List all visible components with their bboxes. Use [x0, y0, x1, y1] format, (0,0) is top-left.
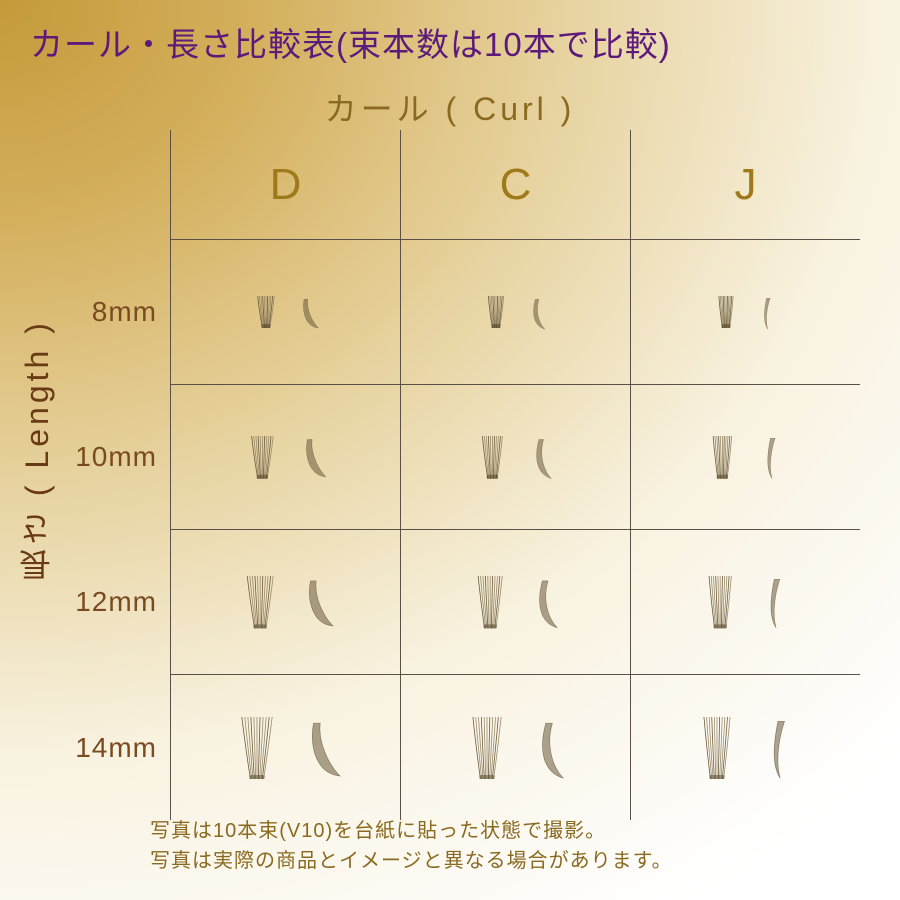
- column-header-row: DCJ: [171, 130, 860, 240]
- table-row: 12mm: [171, 530, 860, 675]
- row-label-8mm: 8mm: [53, 240, 163, 384]
- lash-sample-icon: [692, 574, 800, 630]
- lash-sample-icon: [454, 715, 578, 781]
- column-header-c: C: [401, 130, 631, 239]
- table-row: 8mm: [171, 240, 860, 385]
- cell-10mm-D: [171, 385, 401, 529]
- footnote-line: 写真は10本束(V10)を台紙に貼った状態で撮影。: [150, 816, 673, 846]
- curl-axis-header: カール ( Curl ): [0, 84, 900, 130]
- column-header-j: J: [631, 130, 860, 239]
- lash-sample-icon: [232, 574, 340, 630]
- lash-sample-icon: [462, 574, 570, 630]
- lash-sample-icon: [248, 294, 323, 330]
- cell-12mm-J: [631, 530, 860, 674]
- footnote: 写真は10本束(V10)を台紙に貼った状態で撮影。写真は実際の商品とイメージと異…: [150, 816, 673, 876]
- lash-sample-icon: [684, 715, 808, 781]
- cell-8mm-D: [171, 240, 401, 384]
- cell-10mm-C: [401, 385, 631, 529]
- chart-title: カール・長さ比較表(束本数は10本で比較): [30, 18, 671, 66]
- row-label-14mm: 14mm: [53, 675, 163, 820]
- cell-14mm-J: [631, 675, 860, 820]
- table-row: 14mm: [171, 675, 860, 820]
- table-row: 10mm: [171, 385, 860, 530]
- lash-sample-icon: [708, 294, 783, 330]
- cell-8mm-J: [631, 240, 860, 384]
- lash-sample-icon: [469, 434, 561, 481]
- lash-sample-icon: [478, 294, 553, 330]
- cell-10mm-J: [631, 385, 860, 529]
- row-label-10mm: 10mm: [53, 385, 163, 529]
- cell-8mm-C: [401, 240, 631, 384]
- lash-sample-icon: [224, 715, 348, 781]
- lash-sample-icon: [239, 434, 331, 481]
- comparison-grid: DCJ 8mm 10mm 12mm 14mm: [170, 130, 860, 820]
- cell-12mm-C: [401, 530, 631, 674]
- footnote-line: 写真は実際の商品とイメージと異なる場合があります。: [150, 846, 673, 876]
- cell-14mm-C: [401, 675, 631, 820]
- cell-14mm-D: [171, 675, 401, 820]
- lash-sample-icon: [699, 434, 791, 481]
- row-label-12mm: 12mm: [53, 530, 163, 674]
- cell-12mm-D: [171, 530, 401, 674]
- column-header-d: D: [171, 130, 401, 239]
